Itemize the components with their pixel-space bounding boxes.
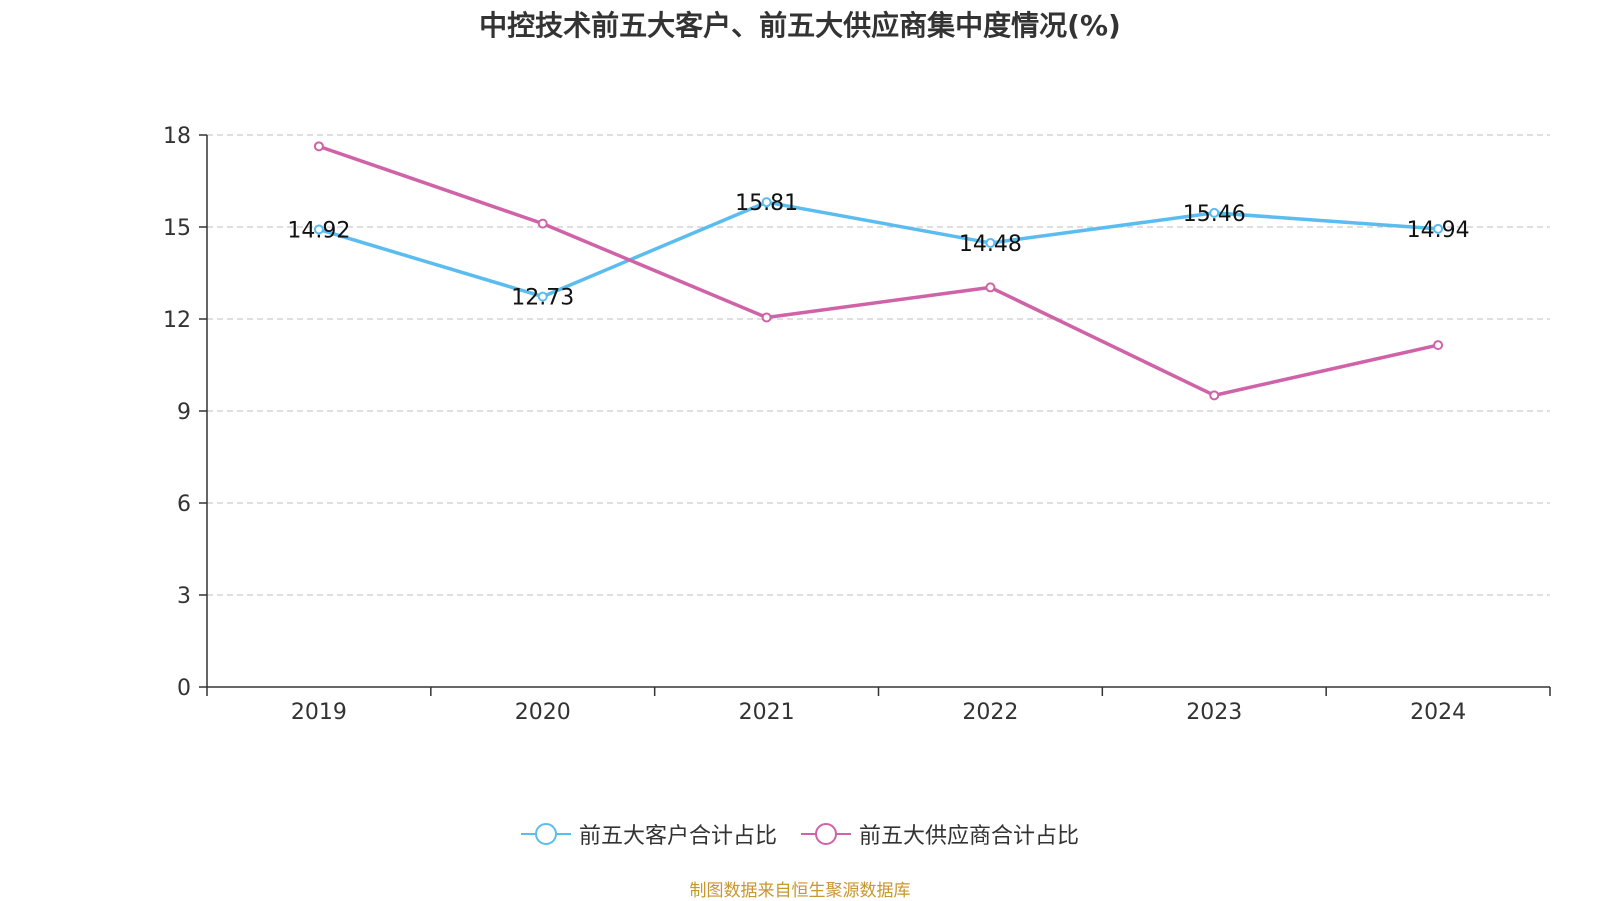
data-label: 14.48: [959, 232, 1022, 257]
x-tick-label: 2024: [1410, 700, 1466, 725]
data-point: [1433, 340, 1444, 351]
data-point: [1209, 207, 1220, 218]
data-point: [313, 224, 324, 235]
x-tick-label: 2019: [291, 700, 347, 725]
y-tick-label: 6: [177, 492, 191, 517]
data-point: [985, 282, 996, 293]
series-group: [313, 141, 1444, 401]
series-line-0: [318, 200, 1439, 299]
x-tick-label: 2022: [962, 700, 1018, 725]
x-axis-ticks: 2019 2020 2021 2022 2023 2024: [206, 687, 1551, 725]
data-point: [537, 218, 548, 229]
grid-lines: [207, 134, 1550, 596]
chart-title: 中控技术前五大客户、前五大供应商集中度情况(%): [479, 9, 1121, 42]
data-point: [761, 197, 772, 208]
legend-label-customers: 前五大客户合计占比: [578, 824, 777, 849]
y-tick-label: 15: [163, 216, 191, 241]
data-label: 14.92: [287, 218, 350, 243]
y-tick-label: 18: [163, 124, 191, 149]
y-tick-label: 3: [177, 584, 191, 609]
legend-item-customers[interactable]: 前五大客户合计占比: [520, 818, 777, 850]
x-tick-label: 2021: [739, 700, 795, 725]
series-line-1: [318, 144, 1439, 398]
data-label: 12.73: [511, 286, 574, 311]
data-labels: 14.92 12.73 15.81 14.48 15.46 14.94: [287, 191, 1469, 310]
data-label: 15.81: [735, 191, 798, 216]
data-point: [985, 237, 996, 248]
x-tick-label: 2020: [515, 700, 571, 725]
y-tick-label: 0: [177, 676, 191, 701]
x-tick-label: 2023: [1186, 700, 1242, 725]
legend-swatch-suppliers: [801, 823, 851, 845]
data-source-note: 制图数据来自恒生聚源数据库: [689, 881, 911, 901]
legend-label-suppliers: 前五大供应商合计占比: [859, 824, 1080, 849]
y-tick-label: 12: [163, 308, 191, 333]
data-point: [537, 291, 548, 302]
legend-swatch-customers: [520, 823, 571, 845]
data-point: [1433, 223, 1444, 234]
y-axis-ticks: 0 3 6 9 12 15 18: [163, 124, 207, 701]
legend: 前五大客户合计占比 前五大供应商合计占比: [0, 818, 1600, 850]
data-point: [1209, 390, 1220, 401]
data-point: [313, 141, 324, 152]
y-tick-label: 9: [177, 400, 191, 425]
legend-item-suppliers[interactable]: 前五大供应商合计占比: [801, 818, 1079, 850]
data-label: 15.46: [1183, 202, 1246, 227]
data-label: 14.94: [1407, 218, 1470, 243]
data-point: [761, 312, 772, 323]
